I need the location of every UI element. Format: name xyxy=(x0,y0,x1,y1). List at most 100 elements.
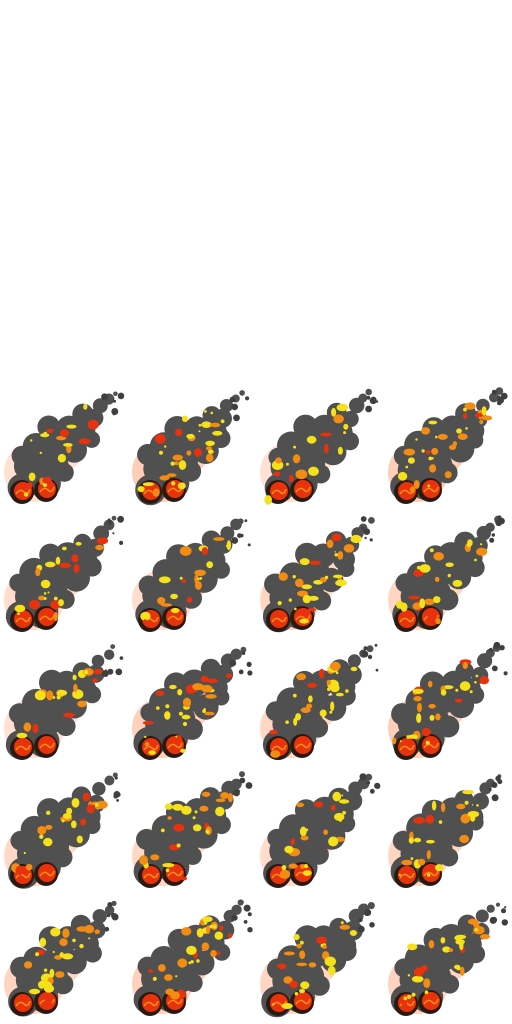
smoke-particle xyxy=(498,517,505,525)
explosion-frame xyxy=(256,384,384,512)
smoke-particle xyxy=(361,650,369,658)
smoke-particle xyxy=(245,396,250,401)
fire-blob xyxy=(206,561,214,569)
smoke-particle xyxy=(375,668,379,672)
fire-spark xyxy=(83,669,89,675)
smoke-particle xyxy=(244,519,248,523)
smoke-puff xyxy=(183,846,202,865)
smoke-particle xyxy=(488,788,492,791)
fire-spark xyxy=(343,431,347,435)
fire-blob xyxy=(63,443,73,447)
fire-blob xyxy=(326,539,334,549)
fire-blob xyxy=(452,441,458,447)
ember-rocks xyxy=(266,606,314,632)
ember-crack xyxy=(423,998,439,1005)
fire-blob xyxy=(307,682,318,688)
fire-blob xyxy=(206,678,218,683)
smoke-puff xyxy=(439,848,459,867)
fire-spark xyxy=(199,577,203,580)
fire-blob xyxy=(148,750,156,755)
smoke-puff xyxy=(392,830,413,851)
explosion-frame xyxy=(384,896,512,1024)
fire-blob xyxy=(425,814,434,824)
smoke-particle xyxy=(497,395,501,398)
smoke-particle xyxy=(117,392,125,400)
fire-spark xyxy=(197,577,200,581)
fire-blob xyxy=(205,440,215,446)
fire-spark xyxy=(416,565,421,570)
fire-blob xyxy=(83,403,88,410)
fire-spark xyxy=(152,976,157,981)
explosion-frame-graphic xyxy=(260,902,375,1018)
smoke-puff xyxy=(237,518,244,525)
smoke-puff xyxy=(308,717,329,738)
fire-blob xyxy=(401,999,407,1007)
fire-blob xyxy=(77,700,87,708)
fire-blob xyxy=(280,869,291,879)
fire-spark xyxy=(39,451,42,455)
smoke-puff xyxy=(486,904,495,913)
fire-blob xyxy=(417,702,422,713)
fire-spark xyxy=(190,960,194,964)
fire-blob xyxy=(94,929,100,934)
fire-blob xyxy=(428,420,438,425)
smoke-particle xyxy=(106,913,111,918)
fire-spark xyxy=(176,843,181,848)
smoke-puff xyxy=(92,782,106,796)
smoke-puff xyxy=(422,417,446,441)
smoke-puff xyxy=(39,669,65,696)
smoke-puff xyxy=(395,573,415,593)
smoke-particle xyxy=(112,532,115,535)
fire-spark xyxy=(292,575,296,579)
fire-blob xyxy=(28,472,36,482)
smoke-puff xyxy=(419,671,446,698)
fire-blob xyxy=(58,599,64,607)
fire-spark xyxy=(476,804,479,807)
explosion-frame xyxy=(0,896,128,1024)
fire-blob xyxy=(295,713,301,721)
fire-blob xyxy=(283,976,293,984)
fire-spark xyxy=(43,968,48,972)
fire-spark xyxy=(209,924,213,929)
smoke-puff xyxy=(164,672,189,697)
smoke-particle xyxy=(491,794,499,802)
fire-blob xyxy=(143,619,148,624)
smoke-puff xyxy=(319,567,344,593)
fire-blob xyxy=(319,668,325,679)
fire-blob xyxy=(349,930,357,936)
fire-spark xyxy=(325,959,329,963)
fire-blob xyxy=(428,940,435,949)
smoke-puff xyxy=(150,946,178,973)
ember-rocks xyxy=(138,606,186,632)
fire-blob xyxy=(273,471,281,477)
smoke-particle xyxy=(117,515,124,523)
smoke-puff xyxy=(466,431,484,449)
ember-crack xyxy=(143,744,159,751)
fire-spark xyxy=(474,681,477,684)
ember-crack xyxy=(423,486,439,493)
fire-blob xyxy=(448,948,454,952)
fire-blob xyxy=(63,712,75,718)
fire-blob xyxy=(281,1003,293,1009)
fire-blob xyxy=(186,945,197,955)
fire-blob xyxy=(455,934,467,940)
fire-blobs xyxy=(401,918,491,1007)
explosion-frame-graphic xyxy=(388,387,508,504)
fire-blob xyxy=(210,422,221,428)
smoke-puff xyxy=(294,799,318,822)
smoke-puff xyxy=(181,718,203,740)
fire-blob xyxy=(413,817,426,824)
fire-blob xyxy=(171,607,180,614)
fire-spark xyxy=(334,553,338,557)
fire-blob xyxy=(289,980,298,989)
smoke-puff xyxy=(213,689,230,706)
fire-blob xyxy=(330,701,335,712)
fire-spark xyxy=(435,435,438,439)
ember-crack xyxy=(167,998,183,1005)
fire-blob xyxy=(270,750,281,758)
fire-blob xyxy=(155,690,165,697)
fire-blob xyxy=(335,692,344,697)
fire-blob xyxy=(479,419,484,425)
fire-spark xyxy=(30,439,33,442)
explosion-frame-graphic xyxy=(4,772,121,889)
